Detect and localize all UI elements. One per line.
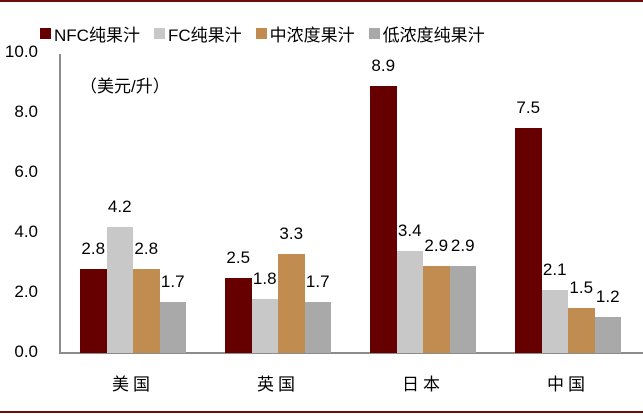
- bar: [515, 128, 542, 353]
- x-category-label: 英国: [257, 375, 299, 394]
- legend-swatch: [255, 27, 267, 39]
- y-axis: [59, 54, 61, 354]
- legend-label: 中浓度果汁: [269, 25, 355, 45]
- y-tick-label: 0.0: [14, 342, 38, 361]
- bar-value-label: 7.5: [516, 98, 541, 117]
- bar: [106, 227, 133, 353]
- bar-value-label: 1.2: [595, 287, 620, 306]
- y-tick-label: 8.0: [14, 102, 38, 121]
- legend-swatch: [368, 27, 380, 39]
- y-tick-label: 6.0: [14, 162, 38, 181]
- legend-item: 低浓度纯果汁: [368, 21, 485, 46]
- bar: [568, 308, 595, 353]
- bar-value-label: 1.7: [160, 272, 185, 291]
- y-tick-label: 10.0: [4, 42, 38, 61]
- bar: [396, 251, 423, 353]
- bar-value-label: 1.7: [305, 272, 330, 291]
- bar: [594, 317, 621, 353]
- legend-label: FC纯果汁: [167, 25, 242, 45]
- legend-swatch: [40, 27, 51, 39]
- bar: [278, 254, 305, 353]
- x-axis: [59, 352, 643, 354]
- bar: [423, 266, 450, 353]
- bar-value-label: 2.9: [450, 236, 475, 255]
- x-category-label: 日本: [402, 375, 444, 394]
- bottom-border: [0, 411, 643, 413]
- bar: [251, 299, 278, 353]
- x-category-label: 中国: [547, 375, 589, 394]
- bar: [370, 86, 397, 353]
- y-tick-label: 4.0: [14, 222, 38, 241]
- bar-value-label: 2.9: [424, 236, 449, 255]
- bar: [225, 278, 252, 353]
- y-tick-label: 2.0: [14, 282, 38, 301]
- bar: [304, 302, 331, 353]
- bar-value-label: 2.5: [226, 248, 251, 267]
- bar-value-label: 2.8: [134, 239, 159, 258]
- bar-value-label: 4.2: [107, 197, 132, 216]
- legend-swatch: [153, 27, 165, 39]
- bar: [541, 290, 568, 353]
- bar-value-label: 1.5: [569, 278, 594, 297]
- top-border: [0, 0, 643, 2]
- legend-item: FC纯果汁: [153, 21, 242, 46]
- bar: [159, 302, 186, 353]
- bar-value-label: 3.4: [397, 221, 422, 240]
- legend-item: 中浓度果汁: [255, 21, 355, 46]
- bar: [133, 269, 160, 353]
- unit-label: （美元/升）: [80, 77, 170, 96]
- bar-value-label: 8.9: [371, 56, 396, 75]
- bar: [80, 269, 107, 353]
- bar-value-label: 1.8: [252, 269, 277, 288]
- legend-label: 低浓度纯果汁: [382, 25, 485, 45]
- bar-value-label: 3.3: [279, 224, 304, 243]
- legend-label: NFC纯果汁: [54, 25, 140, 45]
- x-category-label: 美国: [112, 375, 154, 394]
- bar-value-label: 2.1: [542, 260, 567, 279]
- bar-value-label: 2.8: [81, 239, 106, 258]
- bar: [449, 266, 476, 353]
- chart-legend: NFC纯果汁 FC纯果汁 中浓度果汁 低浓度纯果汁: [40, 21, 499, 46]
- legend-item: NFC纯果汁: [40, 21, 140, 46]
